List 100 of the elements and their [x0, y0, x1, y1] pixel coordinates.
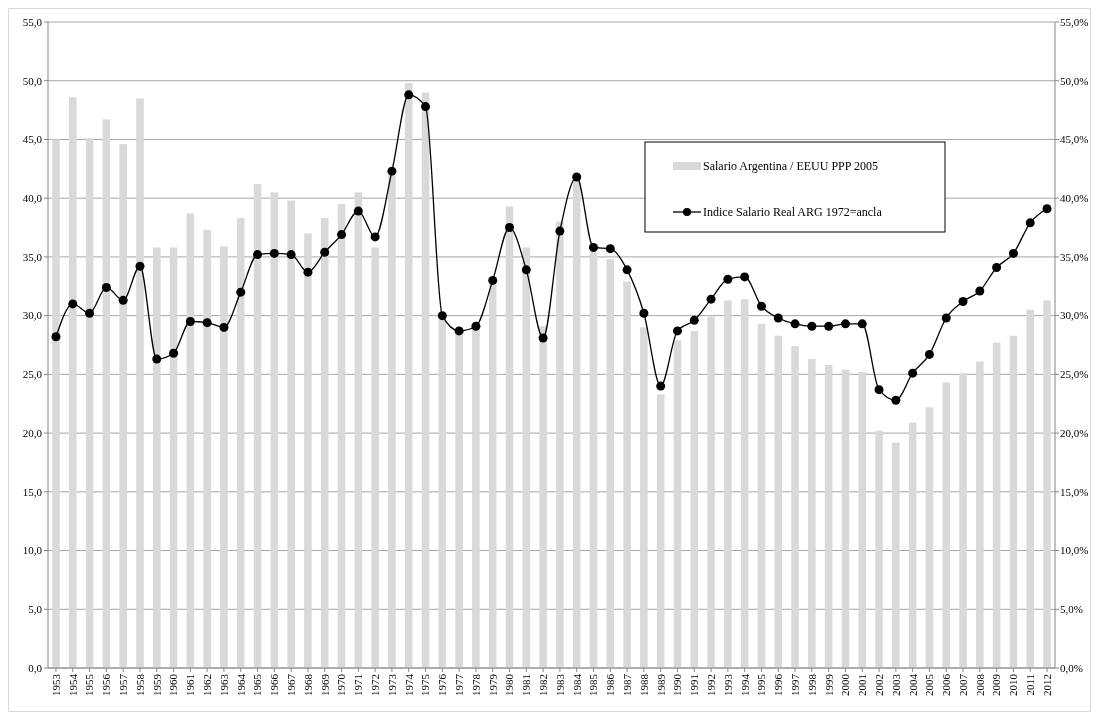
point [202, 318, 212, 328]
x-tick-label: 1960 [167, 673, 180, 696]
x-tick-label: 1980 [503, 673, 516, 696]
x-tick-label: 1970 [335, 673, 348, 696]
bar [724, 300, 732, 668]
point [118, 295, 128, 305]
point [538, 333, 548, 343]
y-tick-label: 20,0 [22, 426, 43, 439]
bar [976, 361, 984, 668]
point [723, 274, 733, 284]
bar [556, 221, 564, 668]
bar [69, 97, 77, 668]
x-tick-label: 2010 [1007, 673, 1020, 696]
bar [287, 200, 295, 668]
point [992, 262, 1002, 272]
x-tick-label: 1986 [604, 673, 617, 696]
bar [791, 346, 799, 668]
point [706, 294, 716, 304]
x-tick-label: 1994 [738, 673, 751, 696]
bar [707, 316, 715, 668]
bar [253, 184, 262, 668]
bar [455, 330, 463, 668]
point [672, 326, 682, 336]
point [471, 321, 481, 331]
point [521, 265, 531, 275]
bar [472, 327, 480, 668]
y2-tick-label: 45,0% [1060, 133, 1089, 146]
x-tick-label: 2012 [1040, 674, 1053, 696]
point [605, 244, 615, 254]
point [101, 282, 111, 292]
bar [522, 247, 531, 668]
x-tick-label: 2004 [906, 673, 919, 696]
point [824, 321, 834, 331]
x-tick-label: 1983 [553, 673, 566, 696]
bar [774, 335, 783, 668]
point [68, 299, 78, 309]
y2-tick-label: 20,0% [1060, 426, 1089, 439]
x-tick-label: 1972 [368, 674, 381, 696]
bar [892, 442, 900, 668]
point [790, 319, 800, 329]
point [740, 272, 750, 282]
point [303, 267, 313, 277]
point [185, 317, 195, 327]
bar [640, 327, 648, 668]
point [488, 275, 498, 285]
point [454, 326, 464, 336]
x-tick-label: 1963 [217, 673, 230, 696]
x-tick-label: 1965 [251, 673, 264, 696]
y-tick-label: 25,0 [22, 368, 43, 381]
x-tick-label: 1979 [486, 673, 499, 696]
y2-tick-label: 10,0% [1060, 544, 1089, 557]
x-tick-label: 1959 [150, 673, 163, 696]
x-tick-label: 2011 [1024, 674, 1037, 696]
bar [337, 204, 346, 668]
bar [875, 430, 883, 668]
y2-tick-label: 50,0% [1060, 74, 1089, 87]
x-tick-label: 1990 [671, 673, 684, 696]
x-tick-label: 1988 [637, 673, 650, 696]
y2-tick-label: 30,0% [1060, 309, 1089, 322]
x-tick-label: 1998 [805, 673, 818, 696]
x-tick-label: 1976 [436, 673, 449, 696]
bar [52, 139, 60, 668]
x-tick-label: 1964 [234, 673, 247, 696]
bar [320, 218, 329, 668]
bar [942, 382, 951, 668]
point [169, 348, 179, 358]
bar [304, 233, 312, 668]
bar [824, 364, 833, 668]
point [874, 385, 884, 395]
x-tick-label: 1995 [755, 673, 768, 696]
point [622, 265, 632, 275]
bar [404, 83, 413, 668]
bar [740, 299, 749, 668]
x-tick-label: 2003 [889, 673, 902, 696]
bar [623, 281, 631, 668]
point [572, 172, 582, 182]
x-tick-label: 1958 [133, 673, 146, 696]
bar [203, 229, 211, 668]
y-tick-label: 35,0 [22, 250, 43, 263]
bar [505, 206, 514, 668]
point [908, 368, 918, 378]
legend-label: Salario Argentina / EEUU PPP 2005 [703, 159, 878, 174]
x-tick-label: 1978 [469, 673, 482, 696]
point [975, 286, 985, 296]
point [370, 232, 380, 242]
bar [220, 246, 228, 668]
point [219, 322, 229, 332]
legend-label: Indice Salario Real ARG 1972=ancla [703, 205, 883, 220]
bar [354, 192, 363, 668]
x-tick-label: 1999 [822, 673, 835, 696]
y-tick-label: 50,0 [22, 74, 43, 87]
y-tick-label: 40,0 [22, 192, 43, 205]
bar [119, 144, 127, 668]
y2-tick-label: 35,0% [1060, 250, 1089, 263]
bar [539, 326, 547, 668]
point [404, 90, 414, 100]
point [320, 247, 330, 257]
y-tick-label: 15,0 [22, 485, 43, 498]
bar [690, 330, 699, 668]
x-tick-label: 1969 [318, 673, 331, 696]
